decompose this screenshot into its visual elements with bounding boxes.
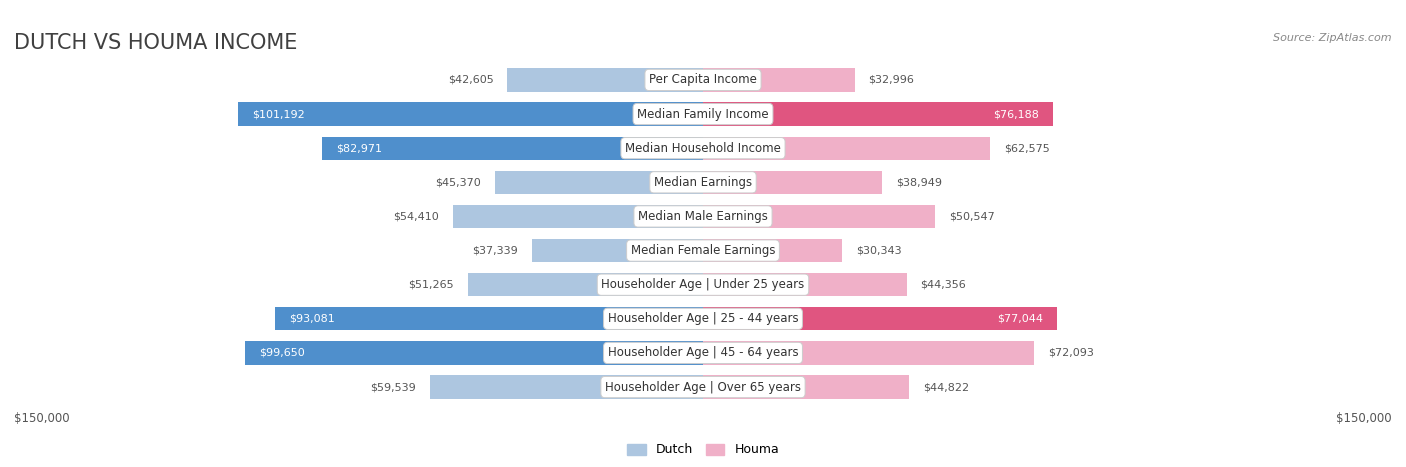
Bar (531, 239, 703, 262)
Bar (322, 136, 703, 160)
Bar (238, 102, 703, 126)
Text: $76,188: $76,188 (993, 109, 1039, 119)
Bar (703, 102, 1053, 126)
Legend: Dutch, Houma: Dutch, Houma (621, 439, 785, 461)
FancyBboxPatch shape (10, 0, 1396, 467)
FancyBboxPatch shape (10, 0, 1396, 467)
Bar (703, 273, 907, 296)
Text: $59,539: $59,539 (370, 382, 416, 392)
Text: $150,000: $150,000 (1336, 411, 1392, 425)
FancyBboxPatch shape (10, 0, 1396, 467)
FancyBboxPatch shape (10, 0, 1396, 467)
Text: $44,822: $44,822 (922, 382, 969, 392)
Text: $101,192: $101,192 (252, 109, 305, 119)
Text: $72,093: $72,093 (1047, 348, 1094, 358)
Bar (703, 136, 990, 160)
Bar (245, 341, 703, 365)
FancyBboxPatch shape (10, 0, 1396, 467)
Text: $99,650: $99,650 (259, 348, 305, 358)
Text: $45,370: $45,370 (434, 177, 481, 187)
Bar (703, 171, 882, 194)
Text: $42,605: $42,605 (447, 75, 494, 85)
Text: $38,949: $38,949 (896, 177, 942, 187)
Bar (703, 68, 855, 92)
Text: $150,000: $150,000 (14, 411, 70, 425)
FancyBboxPatch shape (10, 0, 1396, 467)
Bar (703, 341, 1035, 365)
Bar (276, 307, 703, 331)
Text: $54,410: $54,410 (394, 212, 439, 221)
Text: DUTCH VS HOUMA INCOME: DUTCH VS HOUMA INCOME (14, 33, 298, 53)
Text: $51,265: $51,265 (408, 280, 454, 290)
Bar (468, 273, 703, 296)
Text: $44,356: $44,356 (921, 280, 966, 290)
Bar (430, 375, 703, 399)
Text: $82,971: $82,971 (336, 143, 381, 153)
Text: Median Female Earnings: Median Female Earnings (631, 244, 775, 257)
Text: Median Family Income: Median Family Income (637, 107, 769, 120)
Bar (703, 205, 935, 228)
Text: Median Household Income: Median Household Income (626, 142, 780, 155)
Bar (495, 171, 703, 194)
Text: $37,339: $37,339 (472, 246, 517, 255)
FancyBboxPatch shape (10, 0, 1396, 467)
FancyBboxPatch shape (10, 0, 1396, 467)
Text: Per Capita Income: Per Capita Income (650, 73, 756, 86)
Text: Householder Age | 45 - 64 years: Householder Age | 45 - 64 years (607, 347, 799, 360)
Text: $32,996: $32,996 (869, 75, 914, 85)
Text: $77,044: $77,044 (997, 314, 1043, 324)
Text: Median Male Earnings: Median Male Earnings (638, 210, 768, 223)
Text: Householder Age | 25 - 44 years: Householder Age | 25 - 44 years (607, 312, 799, 325)
Text: $50,547: $50,547 (949, 212, 994, 221)
Text: Median Earnings: Median Earnings (654, 176, 752, 189)
Text: Source: ZipAtlas.com: Source: ZipAtlas.com (1274, 33, 1392, 42)
FancyBboxPatch shape (10, 0, 1396, 467)
FancyBboxPatch shape (10, 0, 1396, 467)
Text: $93,081: $93,081 (290, 314, 335, 324)
Text: $30,343: $30,343 (856, 246, 901, 255)
Text: $62,575: $62,575 (1004, 143, 1050, 153)
Text: Householder Age | Under 25 years: Householder Age | Under 25 years (602, 278, 804, 291)
Bar (703, 307, 1057, 331)
Bar (703, 375, 908, 399)
Text: Householder Age | Over 65 years: Householder Age | Over 65 years (605, 381, 801, 394)
Bar (508, 68, 703, 92)
Bar (703, 239, 842, 262)
Bar (453, 205, 703, 228)
